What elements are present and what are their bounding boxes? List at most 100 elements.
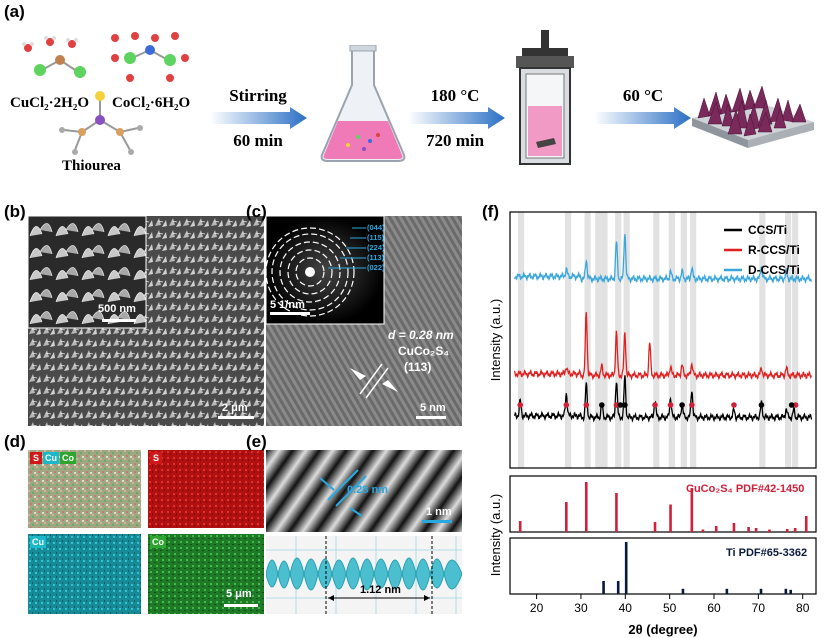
ref-ti-bar — [616, 581, 620, 594]
legend-label-rccs: R-CCS/Ti — [748, 243, 800, 257]
shade-band — [690, 212, 697, 468]
ref-ti-bar — [624, 542, 628, 594]
step2-label-top: 180 °C — [430, 86, 480, 105]
sem-inset-scale: 500 nm — [98, 303, 136, 315]
marker-ti — [788, 402, 795, 408]
step1-label-bottom: 60 min — [233, 131, 283, 150]
ref-cucos-bar — [584, 482, 588, 532]
marker-cucos — [563, 402, 570, 408]
shade-band — [623, 212, 630, 468]
marker-ti — [679, 402, 685, 408]
xrd-line-rccsti — [513, 312, 813, 381]
shade-band — [759, 212, 766, 468]
x-tick-label: 80 — [796, 601, 810, 615]
marker-cucos — [517, 402, 523, 408]
eds-tag-co: Co — [62, 453, 74, 463]
ref-ti-bar — [784, 588, 788, 594]
ref-cucos-bar — [669, 504, 672, 532]
ref-ti-bar — [789, 589, 793, 594]
ref-cucos-bar — [518, 521, 522, 532]
shade-band — [564, 212, 572, 468]
ref-cucos-label: CuCo₂S₄ PDF#42-1450 — [686, 483, 804, 495]
xrd-line-dccsti — [513, 234, 813, 285]
step2-label-bottom: 720 min — [425, 131, 485, 150]
cocl2-molecule — [111, 32, 189, 82]
tem-scale: 5 nm — [420, 402, 446, 414]
arrow-1-icon — [210, 107, 307, 129]
shade-band — [517, 212, 525, 468]
ref-ti-label: Ti PDF#65-3362 — [726, 547, 807, 559]
saed-ring-label: (022) — [367, 263, 385, 272]
eds-map-cu-label: Cu — [32, 537, 44, 547]
arrow-2-icon — [408, 107, 505, 129]
marker-cucos — [731, 402, 737, 408]
marker-cucos — [652, 402, 658, 408]
fft-spacing-label: 0.28 nm — [347, 484, 388, 496]
ref-cucos-bar — [785, 529, 789, 532]
phase-label: CuCo₂S₄ — [398, 344, 450, 358]
flask-icon — [320, 45, 406, 162]
arrow-3-icon — [594, 107, 691, 129]
ref-ti-frame — [509, 537, 817, 595]
x-axis-label: 2θ (degree) — [628, 622, 697, 637]
step3-label-top: 60 °C — [622, 86, 664, 105]
marker-cucos — [667, 402, 674, 408]
shade-band — [601, 212, 608, 468]
cucl2-molecule — [22, 36, 86, 78]
sem-image-b — [28, 216, 264, 426]
saed-ring-label: (113) — [367, 253, 385, 262]
marker-cucos — [583, 402, 590, 408]
panel-label-c: (c) — [246, 202, 267, 221]
ref-cucos-bar — [754, 528, 758, 532]
legend: CCS/Ti R-CCS/Ti D-CCS/Ti — [724, 223, 800, 277]
marker-ti — [599, 402, 605, 408]
marker-ti — [758, 402, 765, 408]
eds-map-s-label: S — [153, 453, 160, 463]
eds-maps — [28, 450, 264, 614]
marker-cucos — [689, 402, 695, 408]
ref-cucos-bar — [768, 529, 771, 532]
d-spacing-label: d = 0.28 nm — [388, 328, 454, 342]
reagent-cocl2: CoCl₂·6H₂O — [112, 95, 191, 111]
marker-ti — [617, 402, 624, 408]
saed-ring-label: (044) — [367, 223, 385, 232]
ref-cucos-bar — [714, 526, 718, 532]
fft-period-label: 1.12 nm — [360, 584, 401, 596]
ref-cucos-bars — [518, 482, 808, 532]
autoclave-icon — [516, 30, 574, 165]
step1-label-top: Stirring — [229, 86, 287, 105]
reagent-thiourea: Thiourea — [62, 158, 121, 174]
marker-cucos — [792, 402, 799, 408]
y-axis-label-ref: Intensity (a.u.) — [488, 494, 503, 576]
thiourea-molecule — [59, 91, 143, 155]
marker-cucos — [613, 402, 620, 408]
ref-ti-bar — [759, 588, 763, 594]
ref-cucos-bar — [804, 516, 808, 532]
ref-cucos-bar — [732, 523, 736, 532]
shade-band — [784, 212, 792, 468]
x-tick-label: 50 — [663, 601, 677, 615]
panel-label-d: (d) — [4, 432, 26, 451]
x-tick-label: 40 — [619, 601, 633, 615]
ref-ti-bar — [681, 588, 685, 594]
panel-label-a: (a) — [4, 2, 25, 21]
marker-ti — [622, 402, 628, 408]
shade-band — [680, 212, 687, 468]
ref-cucos-bar — [565, 502, 568, 532]
ref-cucos-frame — [509, 475, 817, 533]
shade-band — [792, 212, 799, 468]
xrd-chart: 20 30 40 50 60 70 80 CCS/Ti R-CCS/Ti D-CCS/Ti … — [488, 211, 817, 637]
ref-ti-bar — [725, 588, 729, 594]
x-tick-label: 70 — [752, 601, 766, 615]
saed-ring-label: (224) — [367, 243, 385, 252]
ref-cucos-bar — [793, 528, 797, 532]
shade-band — [615, 212, 622, 468]
ref-cucos-bar — [653, 522, 657, 532]
sem-main-scale: 2 μm — [222, 402, 248, 414]
saed-ring-label: (115) — [367, 233, 385, 242]
eds-tag-s: S — [33, 453, 40, 463]
ref-cucos-bar — [615, 493, 618, 532]
legend-label-ccs: CCS/Ti — [748, 223, 787, 237]
eds-tag-cu: Cu — [45, 453, 57, 463]
x-tick-label: 20 — [530, 601, 544, 615]
